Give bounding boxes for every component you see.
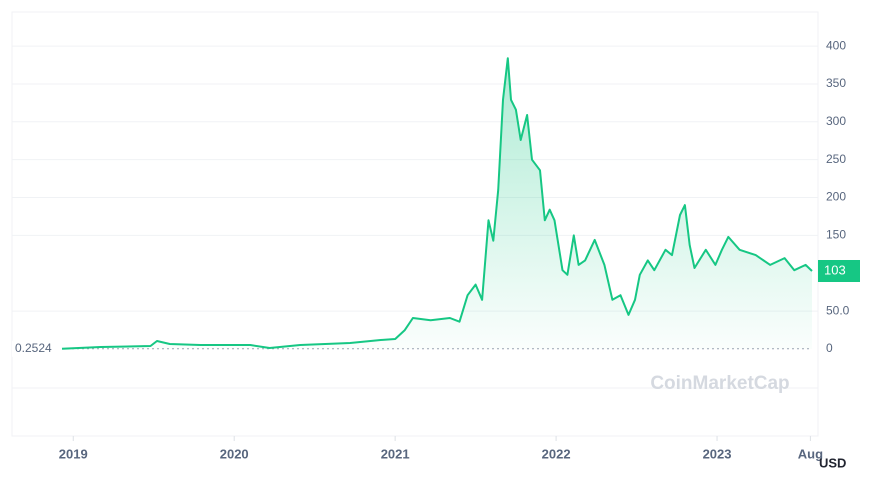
x-tick-label: 2020: [220, 446, 249, 461]
x-tick-label: Aug: [798, 446, 823, 461]
y-tick-label: 200: [826, 190, 846, 204]
y-tick-label: 250: [826, 152, 846, 166]
y-tick-label: 150: [826, 228, 846, 242]
x-tick-label: 2022: [542, 446, 571, 461]
plot-frame: [11, 11, 819, 437]
x-tick-label: 2023: [703, 446, 732, 461]
currency-label: USD: [819, 455, 846, 470]
y-tick-label: 50.0: [826, 303, 850, 317]
area: [62, 58, 812, 349]
x-tick-label: 2019: [59, 446, 88, 461]
first-price-label: 0.2524: [15, 341, 52, 355]
last-price-box: [818, 259, 860, 282]
y-tick-label: 300: [826, 114, 846, 128]
last-price-label: 103: [824, 262, 846, 277]
y-tick-label: 0: [826, 341, 833, 355]
y-tick-label: 400: [826, 38, 846, 52]
x-tick-label: 2021: [381, 446, 410, 461]
first-price-bg: [12, 340, 60, 357]
watermark: CoinMarketCap: [650, 373, 789, 394]
y-tick-label: 350: [826, 76, 846, 90]
price-line: [61, 57, 813, 350]
